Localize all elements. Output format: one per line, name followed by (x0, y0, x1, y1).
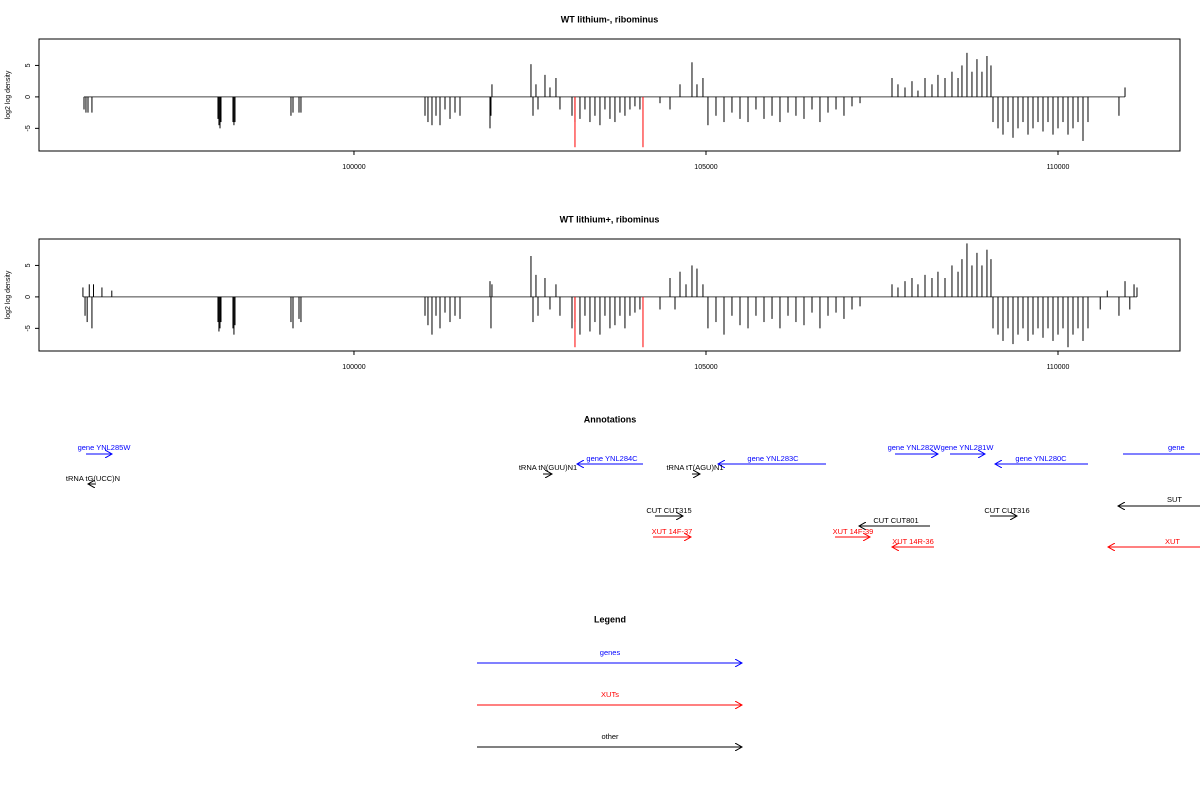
annotation-label: XUT 14F-37 (652, 527, 693, 536)
plot-frame (38, 238, 1181, 352)
plot-frame (38, 38, 1181, 152)
legend-label: other (601, 732, 619, 741)
legend-title: Legend (594, 614, 626, 624)
annotation-label: CUT CUT315 (646, 506, 691, 515)
annotation-label: gene YNL282W (888, 443, 942, 452)
track: WT lithium-, ribominus log2 log density 10… (5, 14, 1181, 171)
annotations: Annotations gene YNL285W tRNA tG(UCC)N t… (66, 414, 1200, 547)
annotation-label: CUT CUT316 (984, 506, 1029, 515)
chart-title: WT lithium-, ribominus (561, 14, 659, 24)
chart-title: WT lithium+, ribominus (560, 214, 660, 224)
annotation-label: XUT 14R-36 (892, 537, 934, 546)
y-axis-label: log2 log density (5, 70, 12, 119)
y-tick-label: 5 (25, 63, 32, 67)
annotation-label: gene YNL280C (1015, 454, 1067, 463)
annotation-label: tRNA tG(UCC)N (66, 474, 120, 483)
x-tick-label: 105000 (694, 364, 717, 371)
x-tick-label: 100000 (342, 364, 365, 371)
legend-label: genes (600, 648, 621, 657)
annotation-arrows (86, 454, 1200, 547)
annotation-label: XUT 14F-39 (833, 527, 874, 536)
tracks: WT lithium-, ribominus log2 log density 10… (5, 14, 1181, 371)
x-tick-label: 110000 (1047, 164, 1070, 171)
annotation-label: CUT CUT801 (873, 516, 918, 525)
annotation-label: gene YNL284C (586, 454, 638, 463)
annotation-label: SUT (1167, 495, 1182, 504)
y-axis-label: log2 log density (5, 270, 12, 319)
y-tick-label: 5 (25, 263, 32, 267)
annotation-label: gene YNL285W (78, 443, 132, 452)
annotation-label: gene YNL283C (747, 454, 799, 463)
y-tick-label: 0 (25, 95, 32, 99)
legend: Legend genes XUTs other (477, 614, 742, 747)
annotation-label: gene (1168, 443, 1185, 452)
annotation-label: tRNA tN(GUU)N1 (519, 463, 577, 472)
annotations-title: Annotations (584, 414, 637, 424)
y-tick-label: 0 (25, 295, 32, 299)
annotation-label: gene YNL281W (941, 443, 995, 452)
x-tick-label: 100000 (342, 164, 365, 171)
x-tick-label: 110000 (1047, 364, 1070, 371)
x-tick-label: 105000 (694, 164, 717, 171)
y-tick-label: -5 (25, 125, 32, 131)
annotation-label: XUT (1165, 537, 1180, 546)
annotation-label: tRNA tT(AGU)N1 (666, 463, 723, 472)
track: WT lithium+, ribominus log2 log density 10… (5, 214, 1181, 371)
y-tick-label: -5 (25, 325, 32, 331)
legend-label: XUTs (601, 690, 619, 699)
